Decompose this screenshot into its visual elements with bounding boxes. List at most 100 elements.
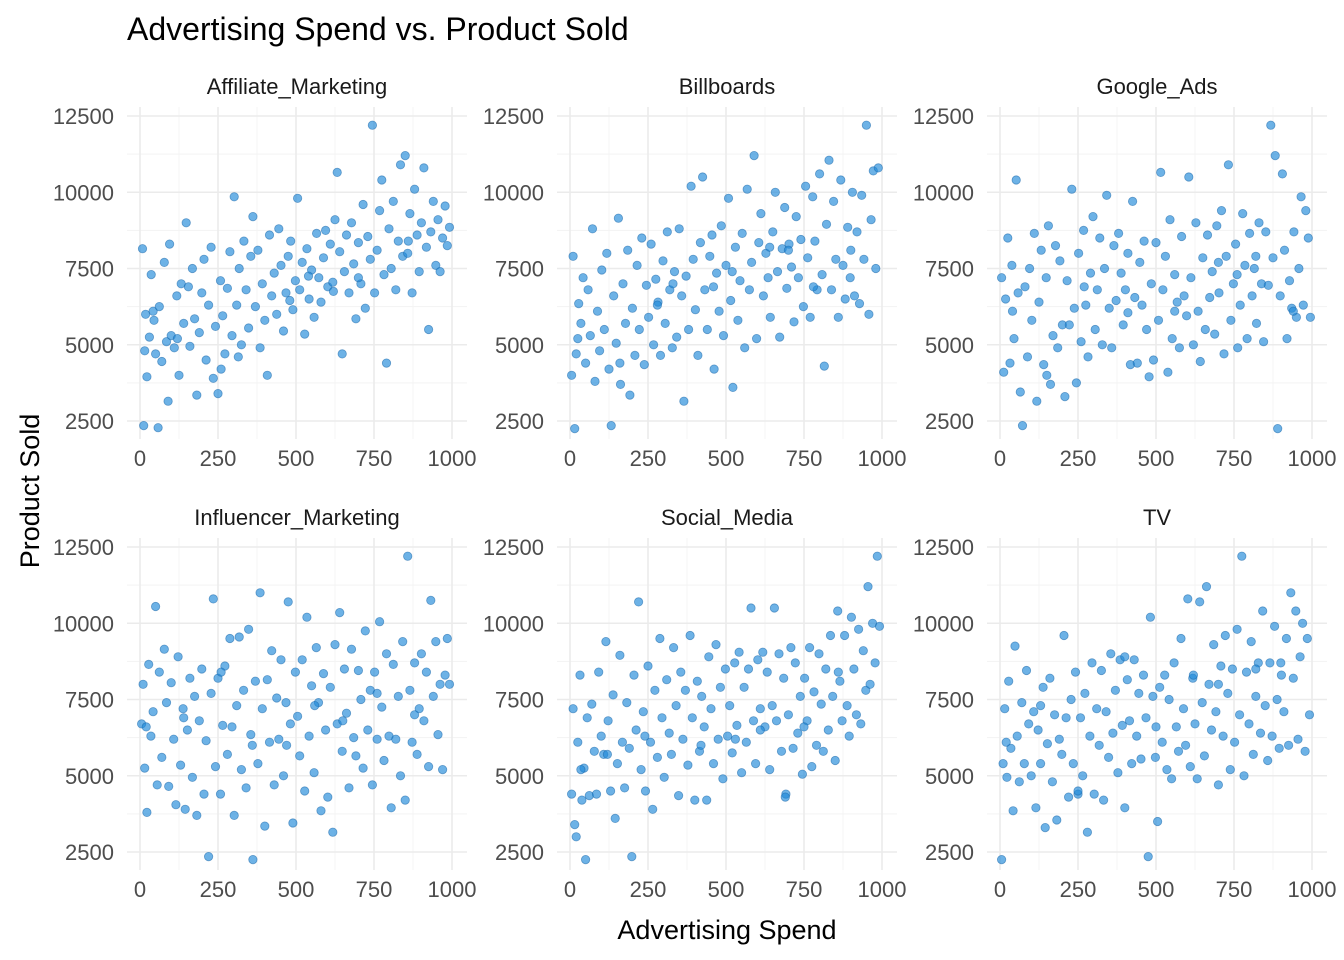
scatter-point [1062, 276, 1072, 286]
scatter-point [225, 247, 235, 257]
y-tick-label: 2500 [495, 409, 544, 434]
scatter-point [161, 698, 172, 708]
scatter-point [229, 810, 239, 820]
scatter-point [814, 649, 824, 659]
scatter-point [1024, 719, 1034, 729]
scatter-point [405, 685, 415, 695]
scatter-point [723, 193, 734, 203]
scatter-point [1012, 731, 1022, 741]
scatter-point [1007, 260, 1017, 270]
scatter-point [428, 196, 438, 207]
scatter-point [573, 334, 583, 344]
scatter-point [328, 827, 338, 837]
scatter-point [367, 120, 377, 130]
scatter-point [138, 679, 148, 689]
scatter-point [575, 670, 585, 680]
scatter-point [164, 239, 175, 249]
scatter-point [377, 175, 387, 185]
scatter-point [140, 346, 150, 356]
scatter-point [1303, 233, 1313, 243]
scatter-point [1190, 719, 1200, 729]
scatter-point [805, 643, 815, 653]
scatter-point [615, 358, 625, 368]
y-axis-title: Product Sold [15, 414, 45, 569]
scatter-point [1070, 667, 1081, 677]
scatter-point [1136, 754, 1146, 764]
x-tick-label: 500 [708, 446, 745, 471]
scatter-point [1295, 652, 1305, 662]
scatter-point [646, 239, 656, 249]
scatter-point [765, 242, 775, 252]
scatter-point [1178, 704, 1189, 714]
scatter-point [1143, 851, 1153, 862]
scatter-point [283, 597, 293, 607]
scatter-point [1110, 685, 1120, 695]
scatter-point [780, 792, 790, 802]
scatter-point [1122, 675, 1132, 685]
scatter-point [1114, 228, 1124, 239]
scatter-point [229, 192, 239, 202]
scatter-point [1124, 716, 1135, 726]
scatter-point [372, 245, 382, 255]
scatter-point [137, 244, 148, 254]
scatter-point [686, 181, 696, 191]
scatter-point [999, 367, 1009, 377]
scatter-point [276, 260, 286, 270]
scatter-point [278, 326, 289, 336]
scatter-point [814, 169, 825, 179]
scatter-point [1059, 630, 1069, 641]
scatter-point [631, 725, 641, 735]
scatter-point [676, 667, 686, 677]
scatter-point [1162, 765, 1172, 775]
scatter-point [272, 309, 282, 319]
scatter-point [325, 239, 335, 249]
scatter-point [232, 701, 242, 711]
scatter-point [431, 260, 441, 270]
x-axis-title: Advertising Spend [617, 915, 836, 945]
scatter-point [690, 795, 700, 805]
scatter-point [311, 643, 321, 653]
scatter-point [269, 780, 279, 790]
scatter-point [1251, 664, 1261, 674]
chart-title: Advertising Spend vs. Product Sold [127, 11, 629, 47]
scatter-point [442, 241, 452, 251]
y-tick-label: 10000 [913, 180, 974, 205]
scatter-point [381, 358, 392, 368]
scatter-point [1104, 752, 1114, 762]
scatter-point [1082, 827, 1093, 837]
scatter-point [809, 687, 819, 697]
scatter-point [295, 285, 305, 295]
scatter-point [288, 305, 298, 315]
scatter-point [216, 667, 226, 677]
scatter-point [201, 355, 211, 365]
scatter-point [154, 302, 164, 312]
x-tick-label: 250 [1060, 446, 1097, 471]
scatter-point [1010, 641, 1020, 651]
scatter-point [695, 238, 705, 248]
scatter-point [758, 291, 768, 301]
scatter-point [786, 643, 796, 653]
scatter-point [1053, 343, 1063, 353]
scatter-point [1182, 311, 1192, 321]
scatter-point [790, 658, 800, 668]
scatter-point [338, 716, 348, 726]
scatter-point [1183, 594, 1193, 604]
y-tick-label: 10000 [483, 611, 544, 636]
scatter-point [705, 251, 715, 261]
scatter-point [641, 280, 652, 290]
scatter-point [419, 716, 429, 726]
scatter-point [423, 324, 434, 335]
scatter-point [1232, 270, 1242, 280]
scatter-point [154, 667, 164, 677]
scatter-point [1164, 694, 1174, 705]
scatter-point [669, 267, 680, 277]
scatter-point [1239, 771, 1249, 781]
scatter-point [437, 765, 448, 775]
scatter-point [208, 373, 218, 383]
scatter-point [1057, 749, 1067, 759]
scatter-point [1167, 774, 1177, 784]
scatter-point [1017, 698, 1027, 708]
panel-3: Influencer_Marketing 0 250 500 750 1000 2500 50… [53, 505, 477, 902]
scatter-point [662, 675, 672, 685]
scatter-point [1227, 664, 1237, 674]
